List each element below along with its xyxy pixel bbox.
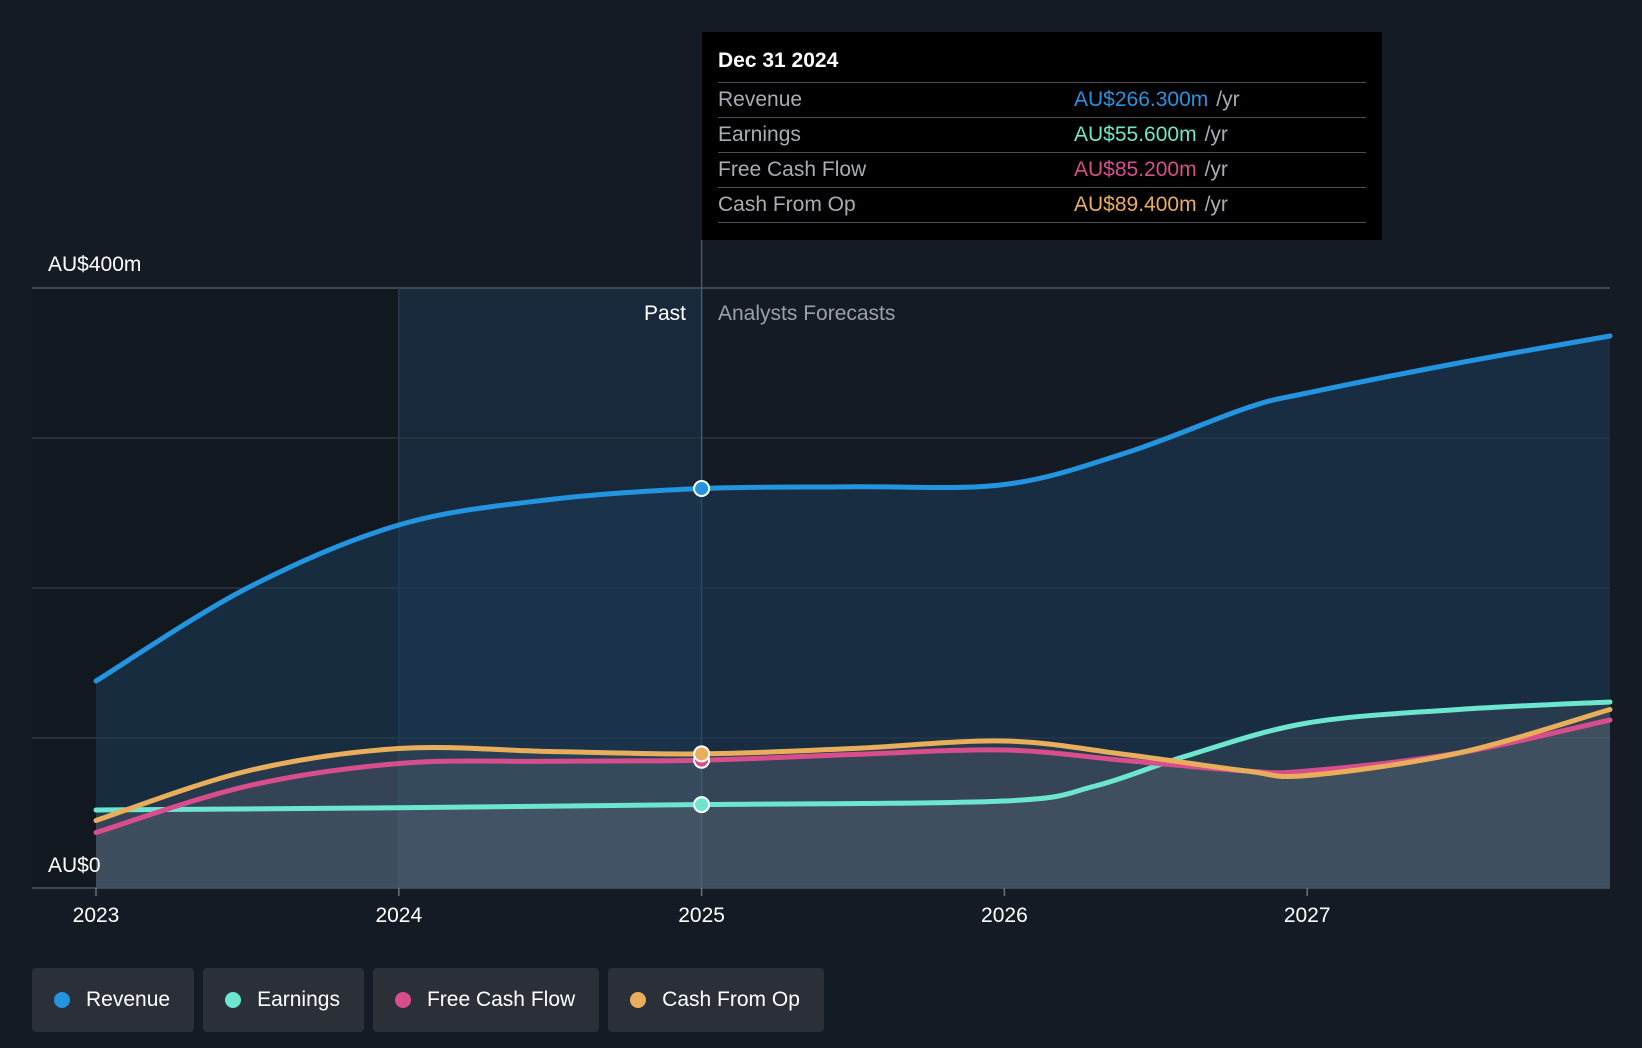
area-cash-from-op <box>96 709 1610 888</box>
line-earnings <box>93 699 1613 813</box>
point-cash-from-op <box>693 745 711 763</box>
line-revenue <box>93 333 1613 684</box>
legend-item-revenue[interactable]: Revenue <box>32 968 195 1032</box>
x-tick-label: 2023 <box>73 904 120 927</box>
past-label: Past <box>644 302 686 325</box>
legend-label: Cash From Op <box>662 988 800 1011</box>
tooltip-value: AU$55.600m <box>1074 123 1197 146</box>
legend-dot-icon <box>54 992 70 1008</box>
legend: Revenue Earnings Free Cash Flow Cash Fro… <box>32 968 824 1032</box>
legend-item-free-cash-flow[interactable]: Free Cash Flow <box>372 968 600 1032</box>
tooltip-row-earnings: Earnings AU$55.600m /yr <box>718 117 1366 152</box>
legend-item-cash-from-op[interactable]: Cash From Op <box>608 968 824 1032</box>
forecast-label: Analysts Forecasts <box>718 302 895 325</box>
legend-label: Free Cash Flow <box>426 988 576 1011</box>
tooltip-row-cfo: Cash From Op AU$89.400m /yr <box>718 187 1366 223</box>
tooltip: Dec 31 2024 Revenue AU$266.300m /yr Earn… <box>702 32 1382 240</box>
point-earnings <box>693 796 711 814</box>
tooltip-date: Dec 31 2024 <box>718 49 839 72</box>
legend-label: Earnings <box>257 988 340 1011</box>
legend-item-earnings[interactable]: Earnings <box>203 968 364 1032</box>
tooltip-value: AU$89.400m <box>1074 193 1197 216</box>
y-label-top: AU$400m <box>48 253 141 276</box>
tooltip-name: Cash From Op <box>718 193 856 216</box>
area-earnings <box>96 702 1610 888</box>
x-tick-label: 2025 <box>678 904 725 927</box>
x-tick-label: 2026 <box>981 904 1028 927</box>
legend-dot-icon <box>225 992 242 1008</box>
x-tick-label: 2024 <box>375 904 422 927</box>
x-tick-label: 2027 <box>1284 904 1331 927</box>
y-label-zero: AU$0 <box>48 854 101 877</box>
tooltip-unit: /yr <box>1204 123 1228 146</box>
legend-label: Revenue <box>86 988 171 1011</box>
line-cash-from-op <box>93 707 1613 823</box>
tooltip-name: Earnings <box>718 123 801 146</box>
tooltip-row-fcf: Free Cash Flow AU$85.200m /yr <box>718 152 1366 187</box>
point-revenue <box>693 480 711 498</box>
legend-dot-icon <box>630 992 647 1008</box>
tooltip-unit: /yr <box>1204 158 1228 181</box>
tooltip-unit: /yr <box>1216 88 1240 111</box>
tooltip-name: Free Cash Flow <box>718 158 867 181</box>
line-free-cash-flow <box>93 717 1613 835</box>
legend-dot-icon <box>394 992 411 1008</box>
tooltip-unit: /yr <box>1204 193 1228 216</box>
tooltip-value: AU$266.300m <box>1074 88 1209 111</box>
tooltip-name: Revenue <box>718 88 803 111</box>
tooltip-row-revenue: Revenue AU$266.300m /yr <box>718 82 1366 117</box>
tooltip-value: AU$85.200m <box>1074 158 1197 181</box>
